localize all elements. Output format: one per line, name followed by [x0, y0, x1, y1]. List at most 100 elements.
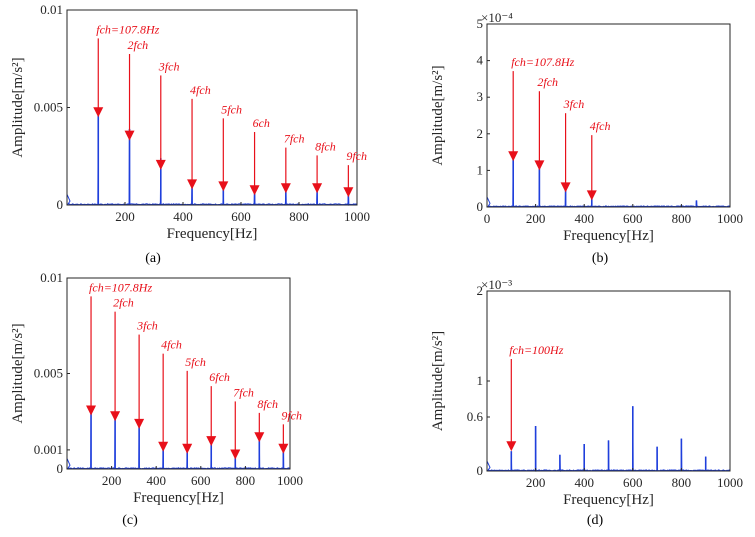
annotation-arrowhead — [187, 179, 198, 190]
annotation-label: 5fch — [221, 102, 242, 116]
y-multiplier: ×10⁻⁴ — [481, 10, 513, 25]
x-tick-label: 1000 — [277, 473, 303, 488]
x-axis-label: Frequency[Hz] — [563, 492, 654, 508]
annotation-arrowhead — [110, 411, 121, 422]
y-tick-label: 0.005 — [34, 100, 63, 115]
annotation-arrowhead — [124, 130, 135, 141]
annotation-label: 3fch — [563, 97, 585, 111]
y-tick-label: 4 — [477, 53, 484, 68]
annotation-label: 9fch — [281, 408, 302, 422]
y-axis-label: Amplitude[m/s²] — [10, 323, 26, 423]
x-tick-label: 800 — [672, 211, 692, 226]
x-tick-label: 400 — [146, 473, 166, 488]
annotation-arrowhead — [182, 443, 193, 454]
annotation-label: fch=107.8Hz — [511, 55, 574, 69]
y-tick-label: 0 — [477, 199, 484, 214]
spectrum-line — [66, 407, 291, 470]
y-tick-label: 0 — [477, 463, 484, 478]
annotation-label: 4fch — [590, 119, 611, 133]
y-axis-label: Amplitude[m/s²] — [430, 331, 446, 431]
annotation-arrowhead — [206, 436, 217, 447]
plot-frame — [486, 23, 731, 208]
x-tick-label: 400 — [574, 211, 594, 226]
x-tick-label: 200 — [115, 209, 135, 224]
panel-label: (d) — [587, 513, 604, 528]
x-axis-label: Frequency[Hz] — [563, 228, 654, 244]
y-tick-label: 3 — [477, 89, 484, 104]
annotation-label: 3fch — [158, 59, 180, 73]
x-axis-label: Frequency[Hz] — [133, 490, 224, 506]
y-tick-label: 0 — [57, 197, 64, 212]
annotation-label: 6ch — [253, 116, 270, 130]
x-tick-label: 200 — [526, 211, 546, 226]
annotation-arrowhead — [343, 187, 354, 198]
x-tick-label: 400 — [173, 209, 193, 224]
annotation-arrowhead — [278, 443, 289, 454]
panel-label: (b) — [592, 251, 609, 266]
annotation-arrowhead — [560, 182, 571, 193]
y-tick-label: 0 — [57, 461, 64, 476]
annotation-label: 8fch — [315, 139, 336, 153]
y-tick-label: 1 — [477, 162, 484, 177]
x-tick-label: 200 — [102, 473, 122, 488]
x-tick-label: 1000 — [717, 211, 743, 226]
annotation-arrowhead — [508, 151, 519, 162]
chart-panel-d: 200 400 600 800 1000 0 0.6 1 2×10⁻³ Frequency[Hz]… — [430, 277, 743, 528]
plot-frame — [66, 277, 291, 470]
annotation-label: 2fch — [113, 296, 134, 310]
x-tick-label: 200 — [526, 475, 546, 490]
y-tick-label: 5 — [477, 16, 484, 31]
y-tick-label: 1 — [477, 373, 484, 388]
annotation-arrowhead — [230, 449, 241, 460]
spectrum-line — [66, 109, 358, 207]
annotation-label: 7fch — [233, 385, 254, 399]
y-axis-label: Amplitude[m/s²] — [10, 57, 26, 157]
panel-label: (a) — [145, 251, 161, 266]
plot-frame — [66, 9, 358, 206]
y-axis-label: Amplitude[m/s²] — [430, 65, 446, 165]
chart-panel-c: 200 400 600 800 1000 0 0.001 0.005 0.01 Frequency… — [10, 270, 303, 528]
annotation-label: 2fch — [537, 75, 558, 89]
annotation-label: 4fch — [190, 83, 211, 97]
annotation-label: 9fch — [346, 149, 367, 163]
x-tick-label: 800 — [236, 473, 256, 488]
y-tick-label: 0.01 — [40, 270, 63, 285]
x-tick-label: 600 — [231, 209, 251, 224]
spectrum-line — [486, 153, 731, 209]
annotation-arrowhead — [249, 185, 260, 196]
x-tick-label: 800 — [289, 209, 309, 224]
annotation-arrowhead — [586, 190, 597, 201]
chart-panel-a: 200 400 600 800 1000 0 0.005 0.01 Frequency[Hz] A… — [10, 2, 370, 266]
chart-panel-b: 0 200 400 600 800 1000 0 1 2 3 4 5×10⁻⁴ Frequency[Hz… — [430, 10, 743, 266]
annotation-label: 2fch — [128, 38, 149, 52]
x-tick-label: 0 — [484, 211, 491, 226]
y-tick-label: 0.001 — [34, 442, 63, 457]
annotation-arrowhead — [155, 159, 166, 170]
y-tick-label: 2 — [477, 126, 484, 141]
annotation-label: 7fch — [284, 132, 305, 146]
annotation-arrowhead — [280, 183, 291, 194]
x-tick-label: 1000 — [344, 209, 370, 224]
y-tick-label: 2 — [477, 283, 484, 298]
annotation-arrowhead — [218, 181, 229, 192]
annotation-arrowhead — [312, 183, 323, 194]
y-multiplier: ×10⁻³ — [481, 277, 512, 292]
annotation-arrowhead — [534, 160, 545, 171]
x-tick-label: 600 — [623, 211, 643, 226]
annotation-arrowhead — [254, 432, 265, 443]
annotation-label: fch=107.8Hz — [96, 22, 159, 36]
annotation-label: 6fch — [209, 370, 230, 384]
x-tick-label: 1000 — [717, 475, 743, 490]
annotation-label: 4fch — [161, 338, 182, 352]
annotation-arrowhead — [134, 418, 145, 429]
annotation-arrowhead — [506, 441, 517, 452]
y-tick-label: 0.6 — [467, 409, 484, 424]
annotation-label: 3fch — [136, 319, 158, 333]
annotation-label: 5fch — [185, 355, 206, 369]
annotation-arrowhead — [93, 107, 104, 118]
y-tick-label: 0.005 — [34, 366, 63, 381]
annotation-arrowhead — [86, 405, 97, 416]
x-tick-label: 600 — [191, 473, 211, 488]
annotation-label: 8fch — [257, 397, 278, 411]
x-axis-label: Frequency[Hz] — [167, 226, 258, 242]
